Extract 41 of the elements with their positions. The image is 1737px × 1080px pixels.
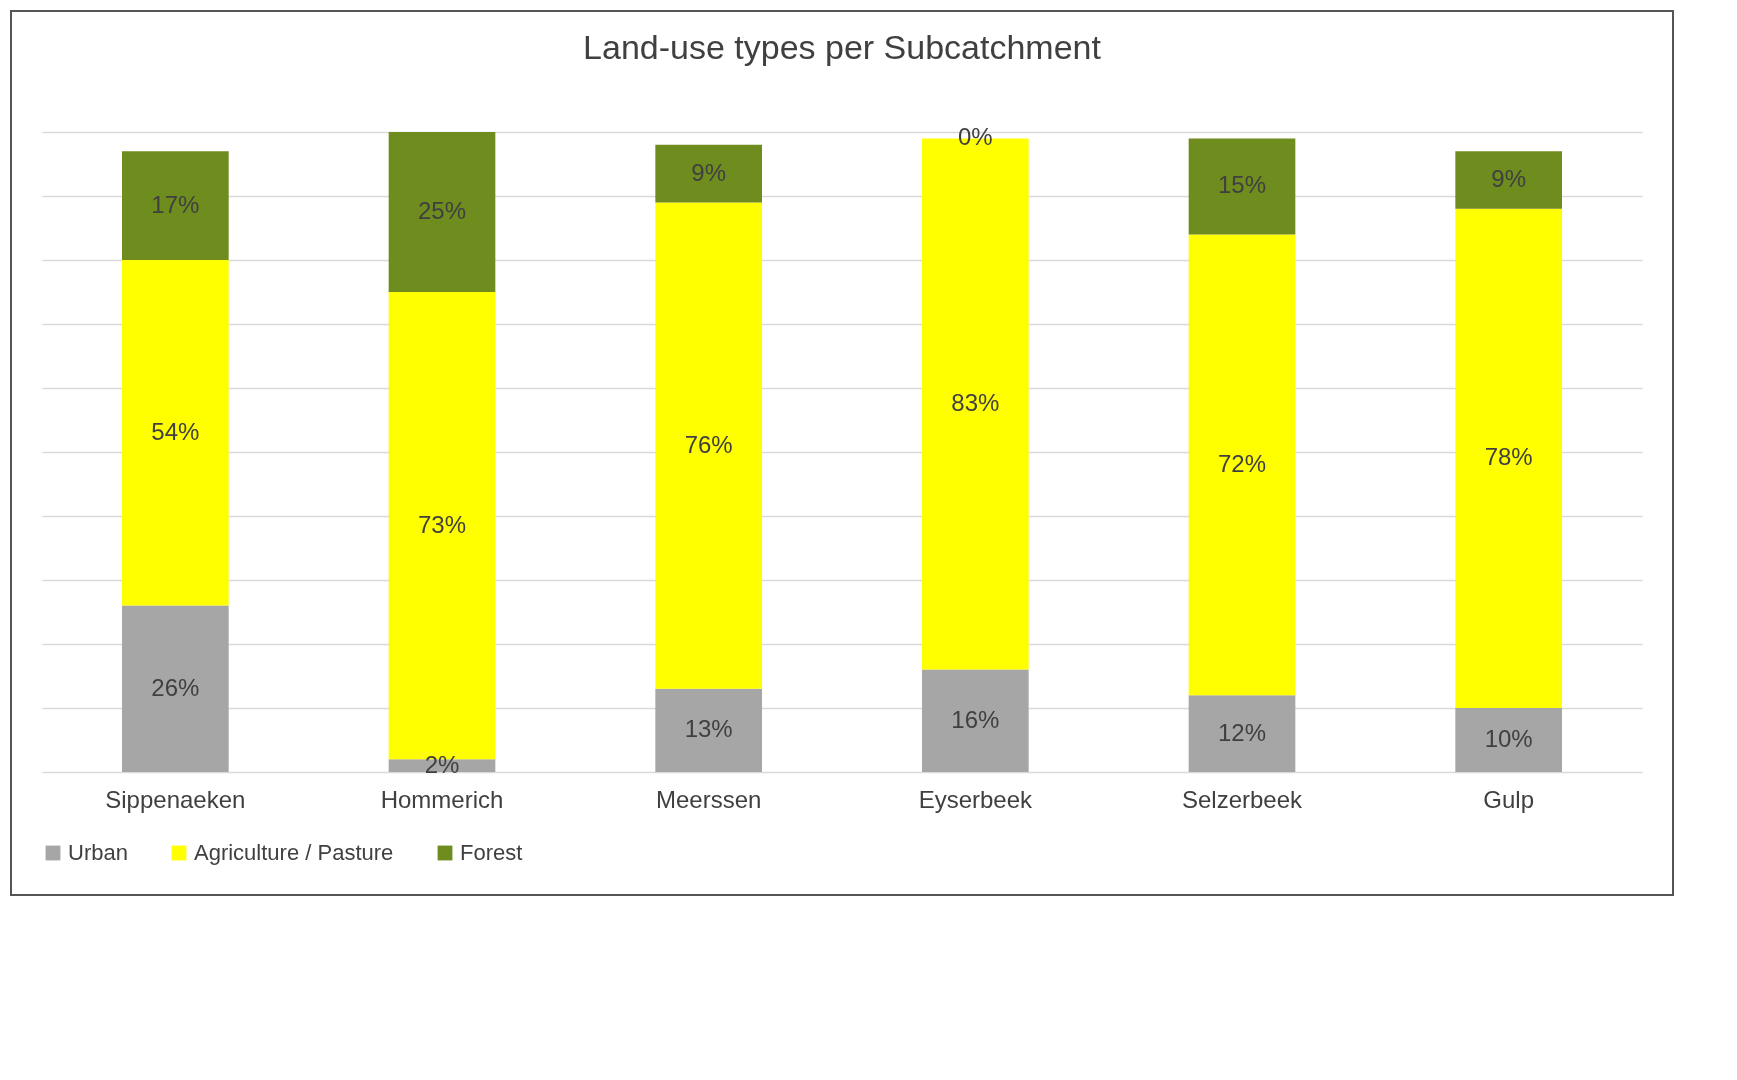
x-tick-label: Meerssen <box>655 785 762 813</box>
bar <box>655 688 762 772</box>
bar <box>1455 708 1562 772</box>
bar <box>1455 208 1562 708</box>
bar <box>122 151 229 260</box>
x-tick-label: Selzerbeek <box>1181 785 1304 813</box>
data-label: 26% <box>151 673 200 701</box>
legend-label: Urban <box>68 840 128 865</box>
bar <box>122 605 229 772</box>
bar <box>1188 234 1296 696</box>
x-tick-label: Eyserbeek <box>918 785 1034 813</box>
data-label: 9% <box>1491 165 1527 192</box>
data-label: 25% <box>417 197 467 224</box>
legend-label: Agriculture / Pasture <box>194 840 394 865</box>
data-label: 12% <box>1217 718 1267 746</box>
data-label: 72% <box>1217 449 1267 477</box>
bar <box>1188 695 1296 772</box>
bar <box>922 669 1029 772</box>
data-label: 76% <box>684 430 733 458</box>
x-tick-label: Gulp <box>1483 785 1535 813</box>
data-label: 2% <box>424 750 460 778</box>
data-label: 9% <box>691 158 727 186</box>
data-label: 16% <box>951 705 1000 733</box>
data-label: 17% <box>151 190 200 218</box>
data-label: 78% <box>1484 443 1533 471</box>
data-label: 73% <box>417 510 467 538</box>
data-label: 15% <box>1217 171 1267 199</box>
bar <box>655 202 762 689</box>
data-label: 10% <box>1484 725 1533 752</box>
chart-title: Land-use types per Subcatchment <box>583 28 1102 67</box>
legend-label: Forest <box>460 840 523 865</box>
x-tick-label: Hommerich <box>380 785 504 813</box>
data-label: 83% <box>951 389 1000 416</box>
bar <box>1455 151 1562 209</box>
data-label: 54% <box>151 417 200 445</box>
x-tick-label: Sippenaeken <box>105 785 246 813</box>
data-label: 13% <box>684 715 733 743</box>
bar <box>388 132 496 292</box>
bar <box>655 144 762 203</box>
bar <box>1188 138 1296 235</box>
bar <box>122 260 229 606</box>
